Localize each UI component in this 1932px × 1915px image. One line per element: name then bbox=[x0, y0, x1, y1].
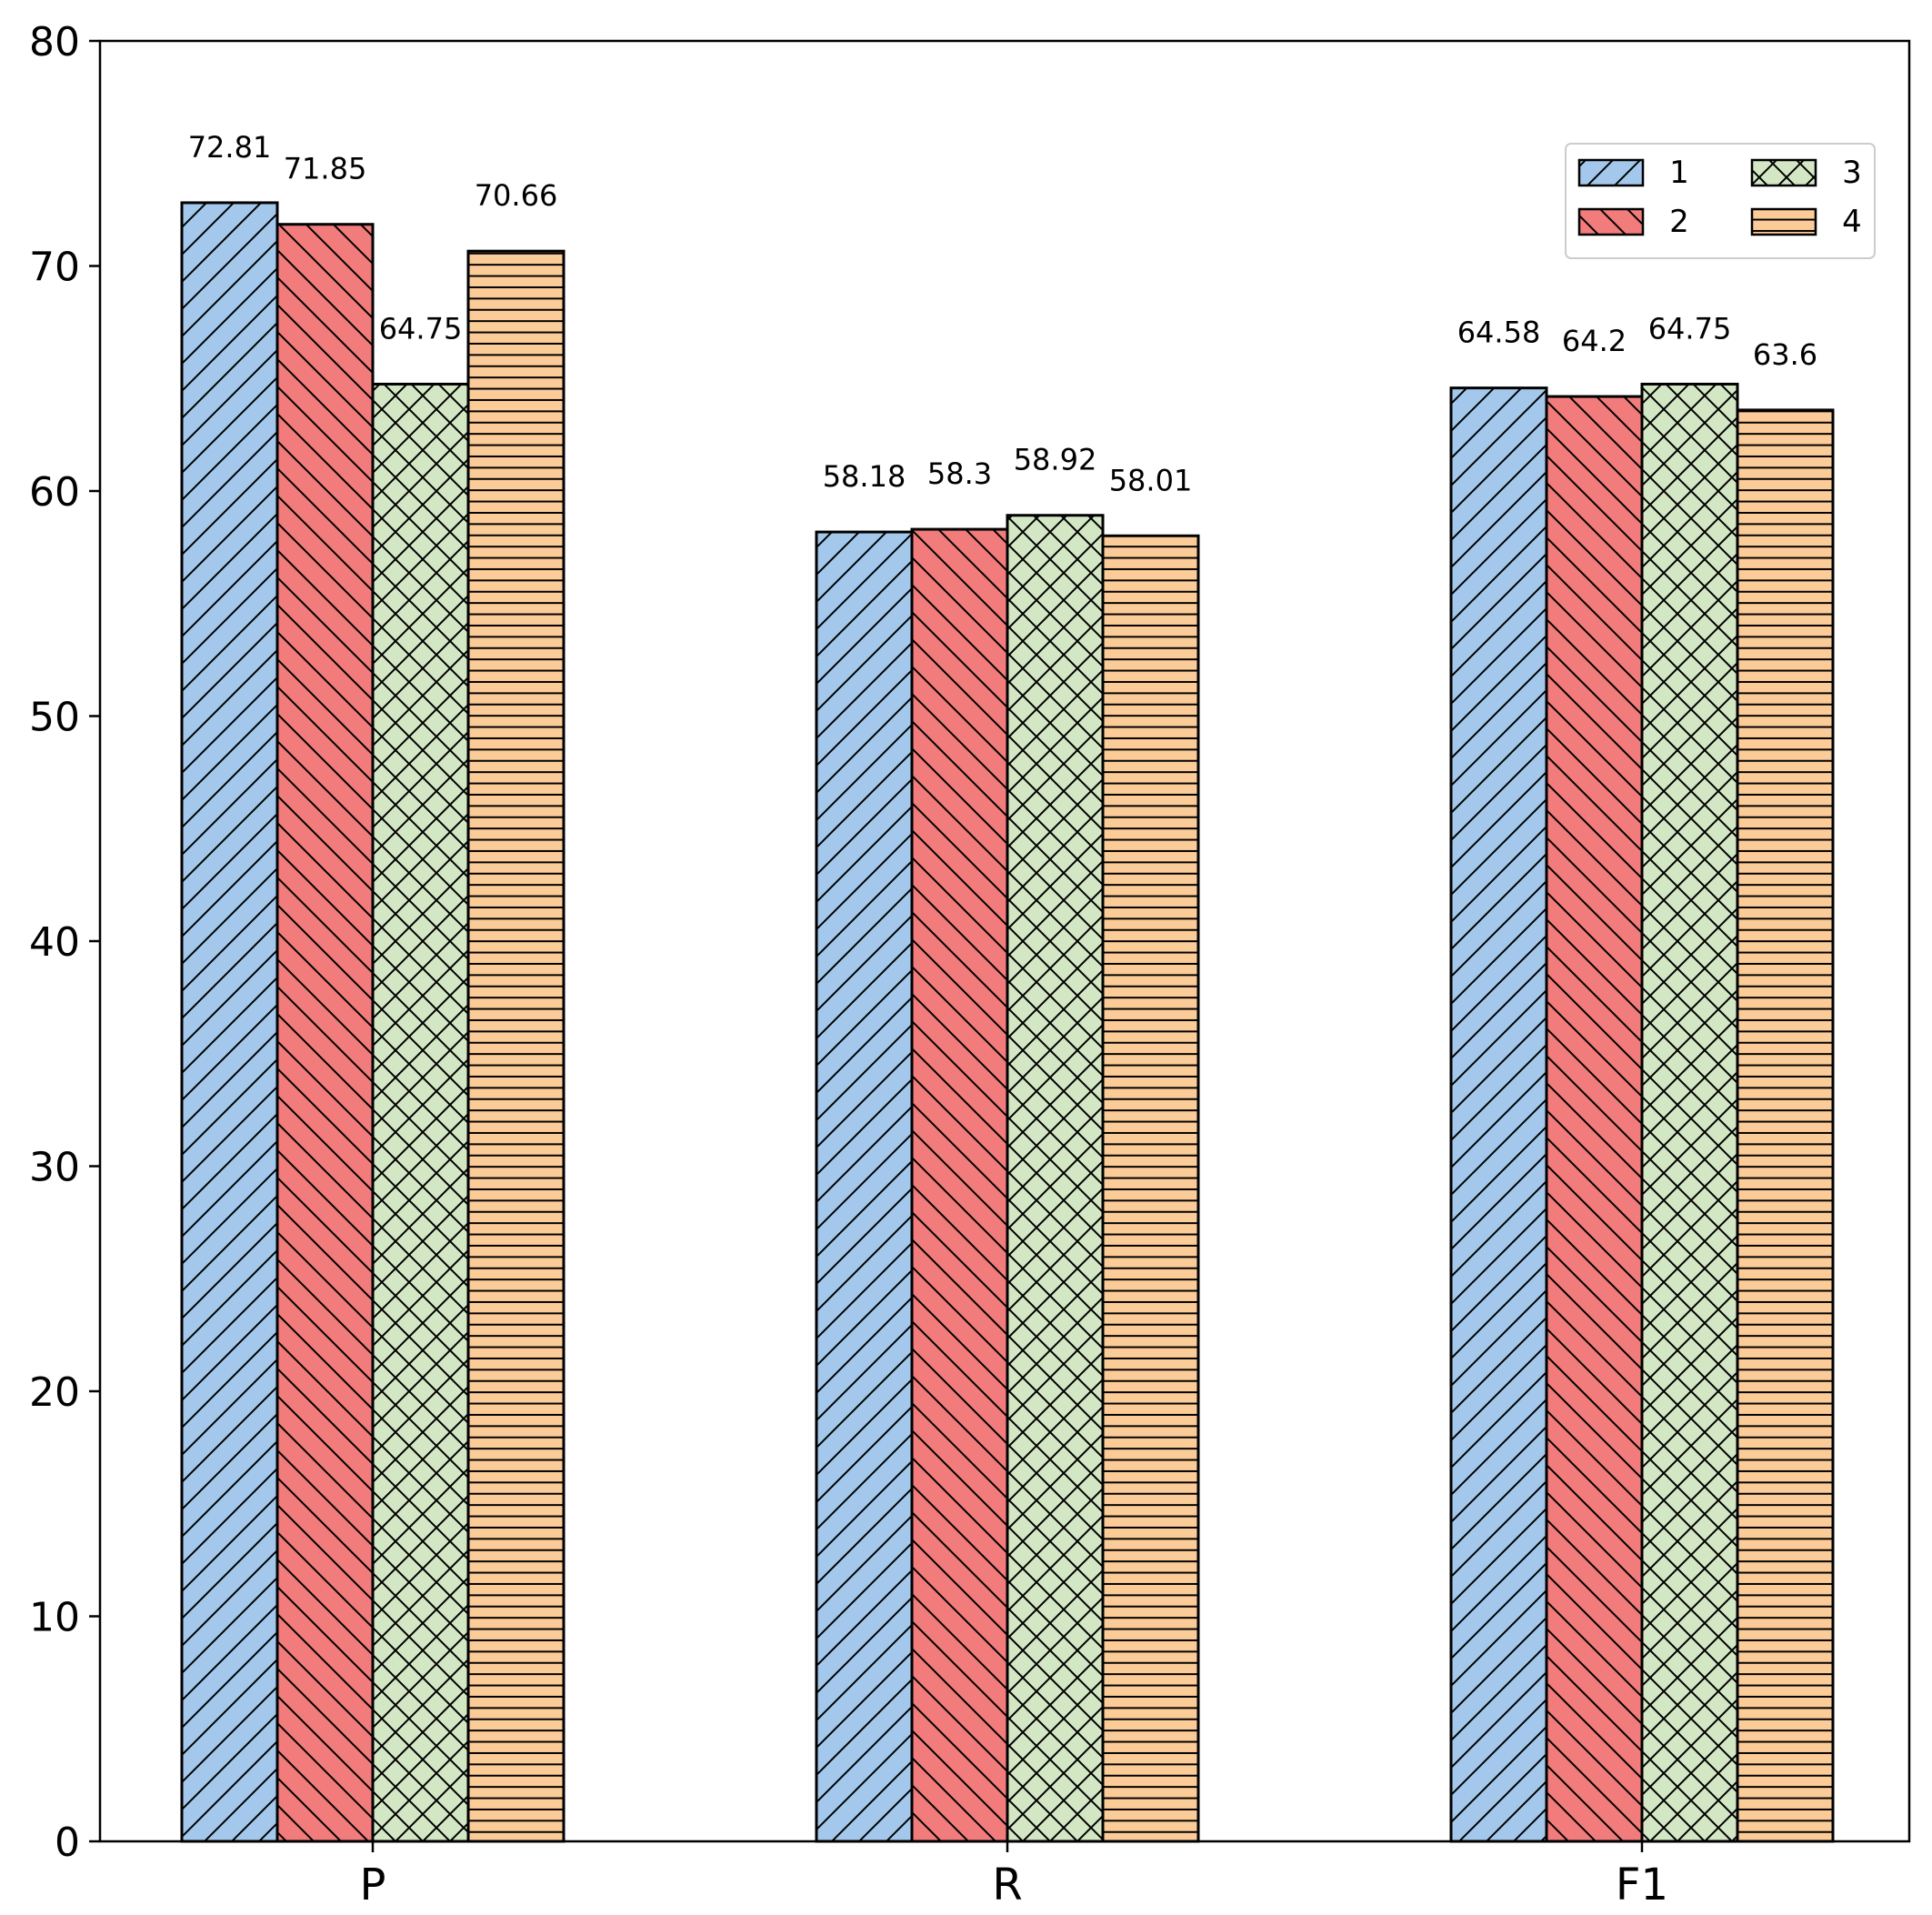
bar-r-series-3 bbox=[1006, 514, 1105, 1843]
y-tick-label: 80 bbox=[29, 19, 80, 65]
data-label-p-series-2: 71.85 bbox=[284, 152, 367, 186]
bar-group-r-series-3 bbox=[1006, 514, 1105, 1843]
y-tick-label: 20 bbox=[29, 1369, 80, 1416]
bar-p-series-4 bbox=[466, 249, 566, 1843]
bar-r-series-1 bbox=[815, 530, 914, 1843]
legend-swatch-series-4 bbox=[1750, 207, 1817, 236]
bar-f1-series-2 bbox=[1545, 395, 1644, 1843]
bar-group-r-series-1 bbox=[815, 530, 914, 1843]
bar-p-series-1 bbox=[180, 201, 279, 1843]
bar-p-series-2 bbox=[275, 223, 375, 1843]
bar-group-p-series-2 bbox=[275, 223, 375, 1843]
data-label-r-series-3: 58.92 bbox=[1014, 443, 1097, 477]
axes-layer: 0 10 20 30 40 50 60 70 80 P R F1 bbox=[29, 19, 1911, 1910]
bar-f1-series-3 bbox=[1640, 382, 1739, 1843]
legend-entry-series-2: 2 bbox=[1577, 204, 1689, 240]
bar-f1-series-4 bbox=[1736, 408, 1835, 1843]
bar-p-series-3 bbox=[371, 382, 470, 1843]
data-label-f1-series-1: 64.58 bbox=[1457, 316, 1541, 350]
data-label-r-series-1: 58.18 bbox=[823, 459, 906, 494]
legend-entry-series-1: 1 bbox=[1577, 155, 1689, 191]
data-label-f1-series-4: 63.6 bbox=[1753, 337, 1817, 372]
data-label-p-series-1: 72.81 bbox=[188, 130, 272, 165]
data-label-r-series-2: 58.3 bbox=[927, 456, 992, 491]
data-label-p-series-4: 70.66 bbox=[475, 178, 558, 213]
legend-label-series-2: 2 bbox=[1669, 204, 1689, 240]
data-label-p-series-3: 64.75 bbox=[379, 311, 463, 346]
bar-group-r-series-2 bbox=[910, 527, 1009, 1843]
bar-group-f1-series-1 bbox=[1449, 386, 1548, 1843]
data-label-f1-series-2: 64.2 bbox=[1562, 324, 1627, 358]
legend: 1 2 3 4 bbox=[1565, 143, 1876, 259]
legend-swatch-series-3 bbox=[1750, 158, 1817, 187]
bars-layer bbox=[180, 201, 1835, 1843]
legend-swatch-series-2 bbox=[1577, 207, 1645, 236]
bar-r-series-4 bbox=[1101, 534, 1200, 1843]
bar-group-p-series-4 bbox=[466, 249, 566, 1843]
bar-f1-series-1 bbox=[1449, 386, 1548, 1843]
bar-group-f1-series-4 bbox=[1736, 408, 1835, 1843]
legend-entry-series-4: 4 bbox=[1750, 204, 1862, 240]
y-tick-label: 30 bbox=[29, 1145, 80, 1191]
bar-r-series-2 bbox=[910, 527, 1009, 1843]
bar-group-p-series-1 bbox=[180, 201, 279, 1843]
y-tick-label: 70 bbox=[29, 245, 80, 291]
x-tick-label-p: P bbox=[360, 1860, 386, 1910]
bar-group-f1-series-2 bbox=[1545, 395, 1644, 1843]
legend-swatch-series-1 bbox=[1577, 158, 1645, 187]
y-tick-label: 40 bbox=[29, 919, 80, 966]
x-tick-label-r: R bbox=[992, 1860, 1022, 1910]
legend-label-series-1: 1 bbox=[1669, 155, 1689, 191]
bar-group-f1-series-3 bbox=[1640, 382, 1739, 1843]
y-tick-label: 60 bbox=[29, 469, 80, 516]
legend-entry-series-3: 3 bbox=[1750, 155, 1862, 191]
bar-group-p-series-3 bbox=[371, 382, 470, 1843]
legend-label-series-4: 4 bbox=[1842, 204, 1862, 240]
data-label-f1-series-3: 64.75 bbox=[1648, 311, 1732, 346]
legend-label-series-3: 3 bbox=[1842, 155, 1862, 191]
data-labels-layer: 72.81 58.18 64.58 71.85 58.3 64.2 64.75 58.92 64… bbox=[188, 130, 1817, 497]
y-tick-label: 10 bbox=[29, 1595, 80, 1641]
y-tick-label: 0 bbox=[55, 1820, 80, 1866]
y-tick-label: 50 bbox=[29, 695, 80, 741]
bar-group-r-series-4 bbox=[1101, 534, 1200, 1843]
x-tick-label-f1: F1 bbox=[1616, 1860, 1668, 1910]
data-label-r-series-4: 58.01 bbox=[1109, 463, 1193, 497]
